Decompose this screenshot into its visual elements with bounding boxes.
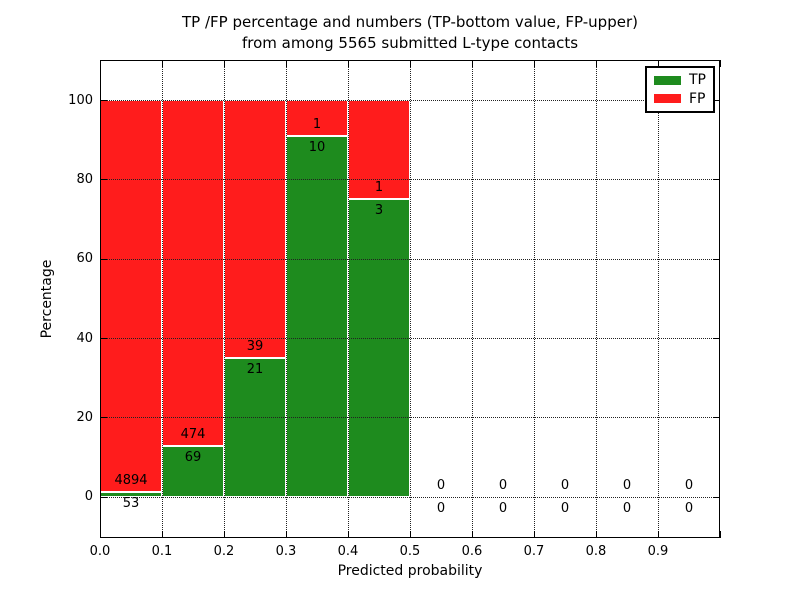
x-tick-label-5: 0.5 xyxy=(399,544,421,559)
x-tick-bottom-1 xyxy=(162,531,163,538)
grid-line-v-5 xyxy=(410,60,411,538)
legend-item-fp: FP xyxy=(654,92,706,106)
y-axis-label: Percentage xyxy=(39,259,55,339)
bar-fp-0 xyxy=(100,100,162,493)
x-tick-top-1 xyxy=(162,60,163,67)
bar-tp-2 xyxy=(224,357,286,497)
x-tick-label-4: 0.4 xyxy=(337,544,359,559)
x-tick-bottom-0 xyxy=(100,531,101,538)
y-tick-label-4: 80 xyxy=(76,171,93,187)
x-tick-bottom-10 xyxy=(720,531,721,538)
label-fp-count-6: 0 xyxy=(498,477,508,493)
x-tick-top-4 xyxy=(348,60,349,67)
label-fp-count-5: 0 xyxy=(436,477,446,493)
y-tick-right-40 xyxy=(713,338,720,340)
grid-line-v-7 xyxy=(534,60,535,538)
bar-fp-2 xyxy=(224,100,286,358)
y-tick-label-1: 20 xyxy=(76,409,93,425)
label-tp-count-3: 10 xyxy=(308,140,326,156)
grid-line-v-6 xyxy=(472,60,473,538)
label-fp-count-8: 0 xyxy=(622,477,632,493)
chart-title: TP /FP percentage and numbers (TP-bottom… xyxy=(90,12,730,54)
x-tick-top-3 xyxy=(286,60,287,67)
label-tp-count-2: 21 xyxy=(246,361,264,377)
label-tp-count-1: 69 xyxy=(184,450,202,466)
legend-item-tp: TP xyxy=(654,73,706,87)
bar-fp-4 xyxy=(348,100,410,200)
x-tick-top-7 xyxy=(534,60,535,67)
y-tick-right-0 xyxy=(713,496,720,498)
x-tick-top-8 xyxy=(596,60,597,67)
x-tick-bottom-9 xyxy=(658,531,659,538)
legend-label-tp: TP xyxy=(689,72,706,89)
label-tp-count-7: 0 xyxy=(560,500,570,516)
x-tick-label-2: 0.2 xyxy=(213,544,235,559)
y-tick-label-0: 0 xyxy=(84,489,93,505)
legend-swatch-tp xyxy=(654,75,681,85)
x-tick-bottom-2 xyxy=(224,531,225,538)
label-fp-count-2: 39 xyxy=(246,338,264,354)
bar-fp-1 xyxy=(162,100,224,447)
x-tick-label-0: 0.0 xyxy=(89,544,111,559)
grid-line-h-0 xyxy=(100,496,720,498)
y-tick-label-5: 100 xyxy=(68,92,93,108)
label-tp-count-4: 3 xyxy=(374,203,384,219)
label-fp-count-1: 474 xyxy=(180,427,206,443)
x-tick-top-5 xyxy=(410,60,411,67)
grid-line-v-8 xyxy=(596,60,597,538)
x-tick-bottom-8 xyxy=(596,531,597,538)
x-tick-top-0 xyxy=(100,60,101,67)
x-tick-top-10 xyxy=(720,60,721,67)
y-tick-right-60 xyxy=(713,258,720,260)
x-tick-bottom-7 xyxy=(534,531,535,538)
bar-tp-3 xyxy=(286,136,348,497)
x-tick-label-9: 0.9 xyxy=(647,544,669,559)
grid-line-v-9 xyxy=(658,60,659,538)
y-tick-label-2: 40 xyxy=(76,330,93,346)
label-tp-count-8: 0 xyxy=(622,500,632,516)
chart-title-line-2: from among 5565 submitted L-type contact… xyxy=(241,34,579,52)
x-tick-label-8: 0.8 xyxy=(585,544,607,559)
x-tick-bottom-5 xyxy=(410,531,411,538)
label-fp-count-3: 1 xyxy=(312,117,322,133)
y-tick-left-0 xyxy=(100,496,107,498)
legend-swatch-fp xyxy=(654,94,681,104)
label-fp-count-0: 4894 xyxy=(114,473,148,489)
y-tick-right-80 xyxy=(713,179,720,181)
x-axis-label: Predicted probability xyxy=(337,563,483,579)
x-tick-label-7: 0.7 xyxy=(523,544,545,559)
label-fp-count-7: 0 xyxy=(560,477,570,493)
label-fp-count-9: 0 xyxy=(684,477,694,493)
y-tick-label-3: 60 xyxy=(76,251,93,267)
x-tick-top-6 xyxy=(472,60,473,67)
x-tick-bottom-4 xyxy=(348,531,349,538)
legend: TP FP xyxy=(645,66,715,113)
label-tp-count-5: 0 xyxy=(436,500,446,516)
label-tp-count-9: 0 xyxy=(684,500,694,516)
legend-label-fp: FP xyxy=(689,90,706,107)
label-tp-count-0: 53 xyxy=(122,496,140,512)
x-tick-bottom-3 xyxy=(286,531,287,538)
x-tick-label-1: 0.1 xyxy=(151,544,173,559)
x-tick-label-6: 0.6 xyxy=(461,544,483,559)
chart-title-line-1: TP /FP percentage and numbers (TP-bottom… xyxy=(182,13,638,31)
label-tp-count-6: 0 xyxy=(498,500,508,516)
x-tick-top-2 xyxy=(224,60,225,67)
bar-tp-4 xyxy=(348,199,410,497)
x-tick-label-3: 0.3 xyxy=(275,544,297,559)
x-tick-bottom-6 xyxy=(472,531,473,538)
label-fp-count-4: 1 xyxy=(374,180,384,196)
y-tick-right-20 xyxy=(713,417,720,419)
